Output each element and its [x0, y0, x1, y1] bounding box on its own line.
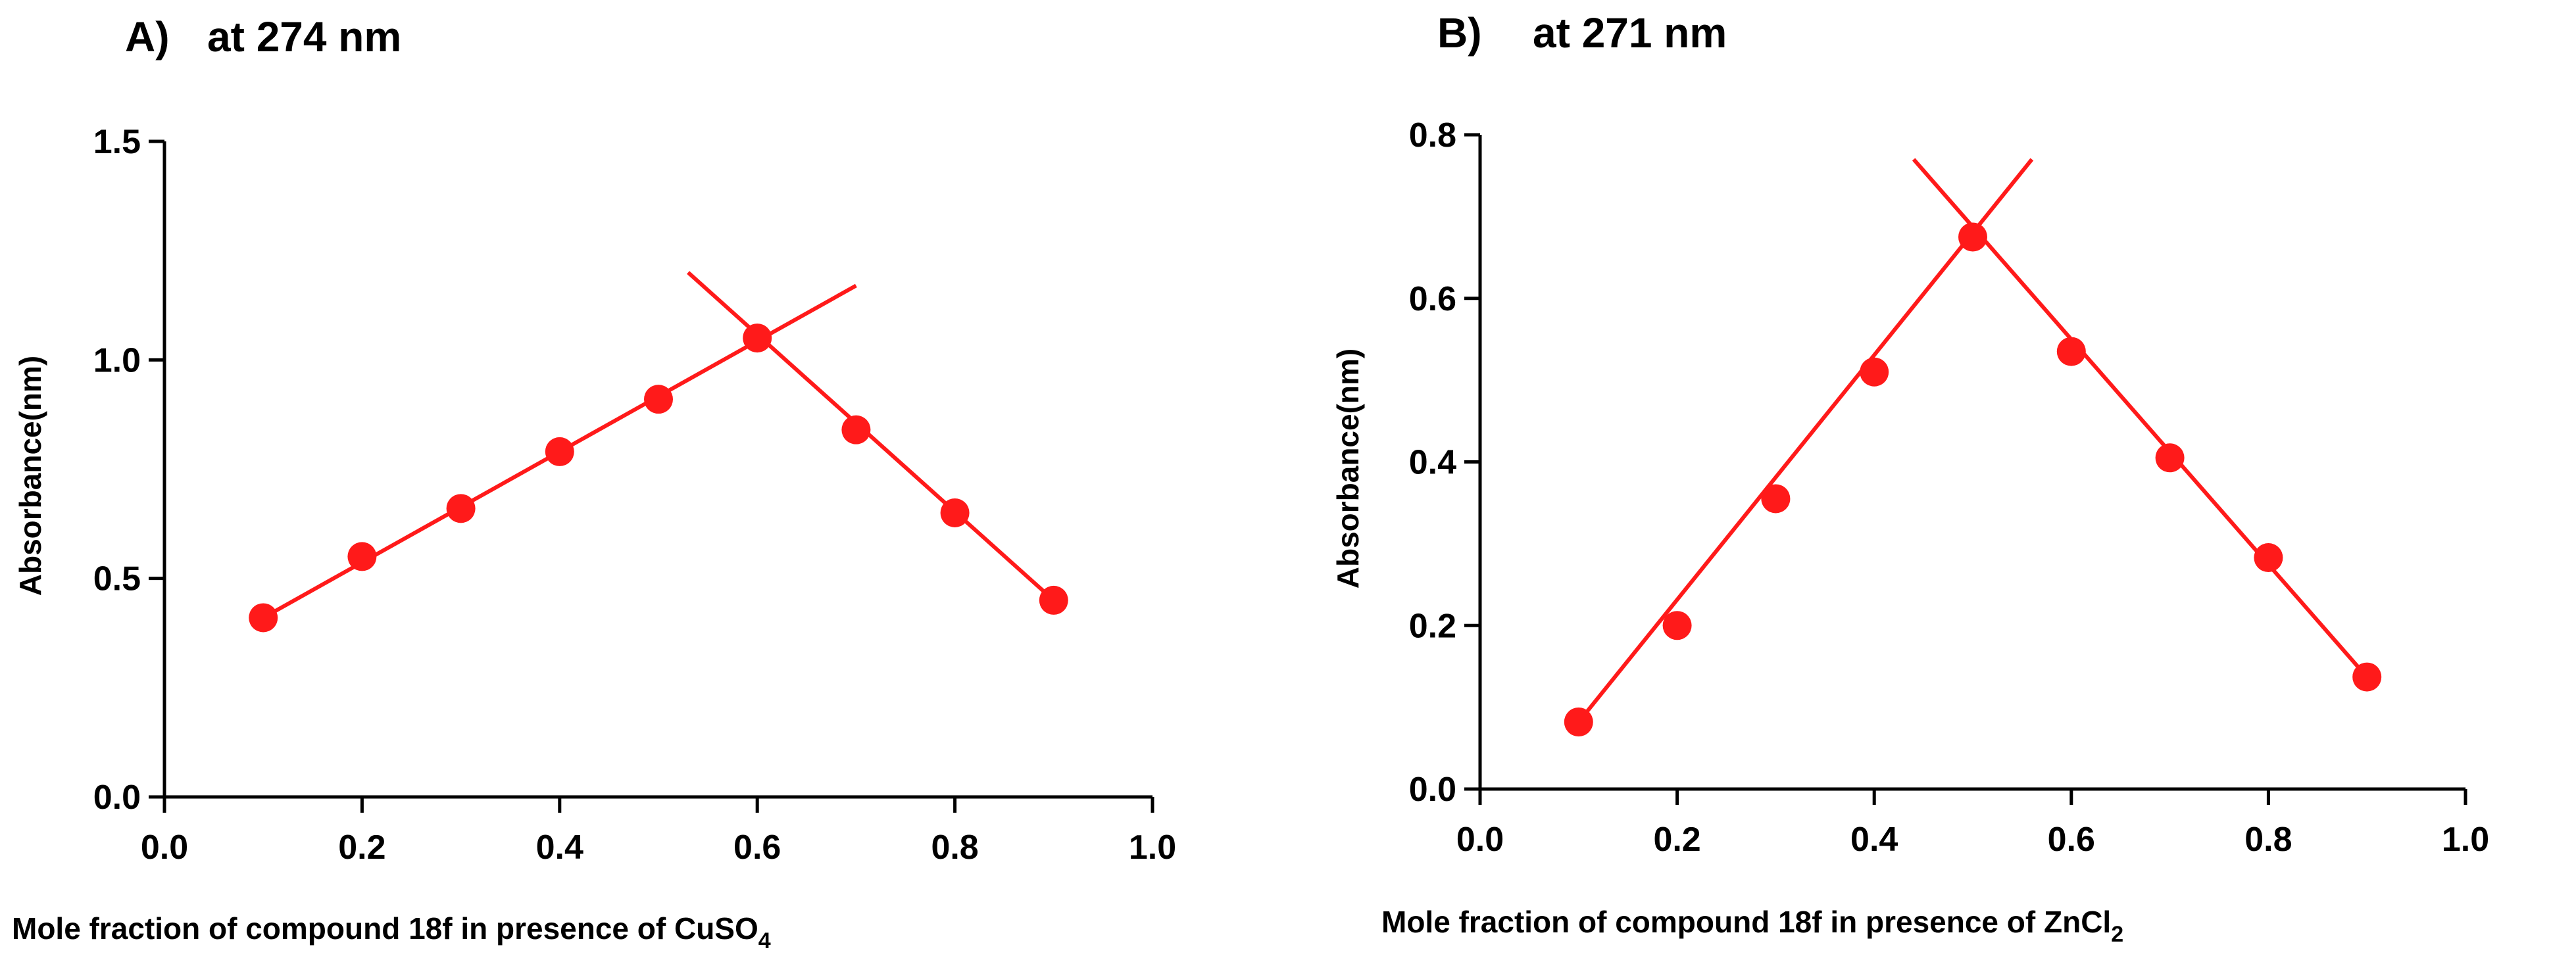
x-tick-label: 0.0 [141, 828, 188, 867]
data-point [841, 415, 871, 444]
x-axis-title-subscript: 2 [2111, 922, 2123, 947]
descending-fit-line [687, 271, 1055, 602]
data-point [940, 498, 970, 527]
chart-title: at 271 nm [1533, 9, 1727, 57]
x-tick-label: 0.8 [931, 828, 978, 867]
y-tick-label: 0.2 [1409, 607, 1456, 645]
y-tick-label: 1.0 [93, 341, 141, 379]
data-point [2155, 443, 2185, 473]
x-tick-label: 1.0 [2442, 821, 2489, 859]
data-point [446, 494, 476, 523]
y-tick-label: 1.5 [93, 123, 141, 161]
data-point [1958, 222, 1987, 252]
ascending-fit-line [1577, 158, 2034, 723]
x-tick-label: 0.2 [1653, 821, 1700, 859]
data-point [644, 385, 673, 414]
x-tick-label: 0.2 [338, 828, 385, 867]
data-point [2056, 337, 2086, 366]
chart-title: at 274 nm [207, 13, 401, 60]
x-axis-title: Mole fraction of compound 18f in presenc… [12, 911, 771, 953]
x-tick-label: 0.0 [1456, 821, 1504, 859]
y-tick-label: 0.4 [1409, 444, 1456, 482]
panel-a: A) at 274 nm 0.0 0.5 1.0 1.5 0.0 0.2 0.4 0.6 0.8 1.… [12, 13, 1176, 953]
data-point [2254, 543, 2283, 573]
y-tick-label: 0.5 [93, 560, 141, 598]
x-tick-label: 0.4 [1850, 821, 1898, 859]
data-point [1039, 585, 1068, 615]
x-axis-title-subscript: 4 [758, 928, 771, 953]
x-tick-label: 1.0 [1129, 828, 1176, 867]
data-point [347, 542, 377, 571]
y-tick-label: 0.6 [1409, 280, 1456, 318]
panel-label: A) [125, 13, 170, 60]
x-tick-label: 0.6 [733, 828, 781, 867]
x-tick-label: 0.6 [2048, 821, 2095, 859]
y-tick-label: 0.0 [93, 779, 141, 817]
panel-label: B) [1437, 9, 1482, 57]
data-point [1761, 484, 1791, 514]
data-point [2352, 662, 2382, 692]
data-point [545, 437, 574, 466]
y-axis-title: Absorbance(nm) [1331, 348, 1365, 588]
x-axis-title: Mole fraction of compound 18f in presenc… [1381, 905, 2123, 947]
y-tick-label: 0.0 [1409, 771, 1456, 809]
data-point [1860, 357, 1889, 387]
descending-fit-line [1912, 158, 2369, 679]
data-point [249, 603, 278, 633]
x-axis-title-main: Mole fraction of compound 18f in presenc… [12, 911, 758, 946]
data-point [743, 324, 772, 353]
panel-b: B) at 271 nm 0.0 0.2 0.4 0.6 0.8 0.0 0.2 0.4 0.6 0.… [1331, 9, 2489, 947]
data-point [1564, 708, 1593, 737]
y-tick-label: 0.8 [1409, 116, 1456, 155]
y-axis-title: Absorbance(nm) [13, 356, 47, 596]
x-tick-label: 0.8 [2244, 821, 2292, 859]
data-point [1662, 611, 1692, 640]
x-axis-title-main: Mole fraction of compound 18f in presenc… [1381, 905, 2111, 939]
x-tick-label: 0.4 [536, 828, 583, 867]
